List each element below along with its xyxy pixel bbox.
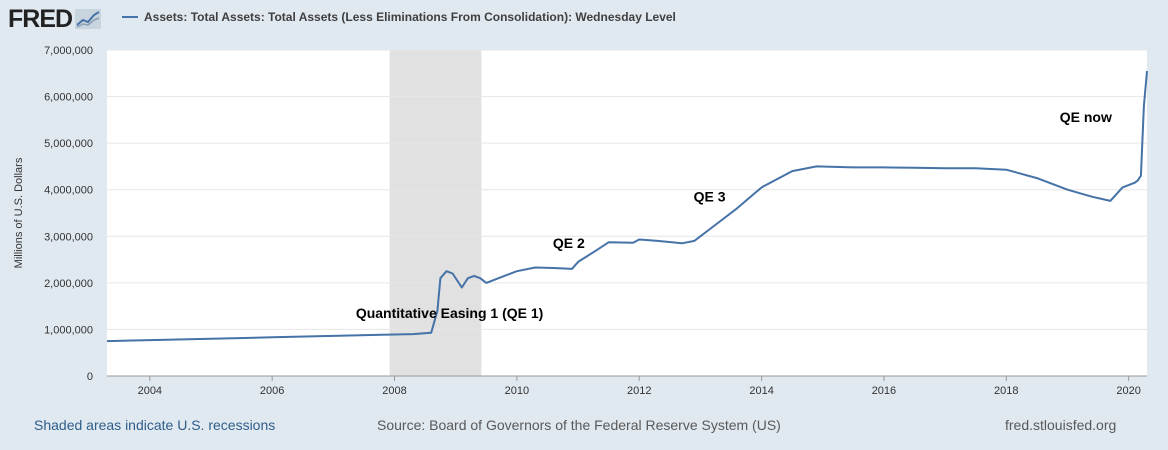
y-tick-label: 3,000,000 <box>44 231 93 243</box>
x-tick-label: 2012 <box>627 385 651 397</box>
x-tick-label: 2006 <box>260 385 284 397</box>
y-axis-ticks: 0 1,000,000 2,000,000 3,000,000 4,000,000 5,0… <box>44 45 93 383</box>
annotations: Quantitative Easing 1 (QE 1) QE 2 QE 3 QE n… <box>356 109 1112 321</box>
chart-footer: Shaded areas indicate U.S. recessions So… <box>0 415 1168 437</box>
x-tick-label: 2018 <box>994 385 1018 397</box>
x-tick-label: 2004 <box>138 385 162 397</box>
annotation-label: QE now <box>1060 109 1112 125</box>
y-tick-label: 2,000,000 <box>44 278 93 290</box>
y-tick-label: 1,000,000 <box>44 324 93 336</box>
x-tick-label: 2020 <box>1116 385 1140 397</box>
recession-shading <box>389 50 482 376</box>
annotation-label: QE 2 <box>553 235 585 251</box>
x-tick-label: 2010 <box>505 385 529 397</box>
series-line <box>106 70 1148 343</box>
chart-legend: Assets: Total Assets: Total Assets (Less… <box>122 10 676 24</box>
y-tick-label: 7,000,000 <box>44 45 93 57</box>
recession-note-link[interactable]: Shaded areas indicate U.S. recessions <box>34 417 276 433</box>
y-axis-label: Millions of U.S. Dollars <box>13 157 25 268</box>
y-tick-label: 5,000,000 <box>44 138 93 150</box>
plot-area <box>107 50 1147 376</box>
y-tick-label: 0 <box>87 371 93 383</box>
line-chart: 0 1,000,000 2,000,000 3,000,000 4,000,000 5,0… <box>13 45 1148 397</box>
annotation-label: QE 3 <box>694 188 726 204</box>
chart-graph-icon <box>75 9 102 29</box>
chart-header: FRED Assets: Total Assets: Total Assets … <box>0 0 1168 40</box>
legend-line-swatch <box>122 16 138 18</box>
y-tick-label: 6,000,000 <box>44 92 93 104</box>
annotation-label: Quantitative Easing 1 (QE 1) <box>356 305 544 321</box>
x-axis-ticks: 2004 2006 2008 2010 2012 2014 2016 2018 2020 <box>138 376 1141 397</box>
fred-logo-text: FRED <box>8 4 73 33</box>
fred-logo[interactable]: FRED <box>8 4 102 34</box>
x-tick-label: 2016 <box>872 385 896 397</box>
x-tick-label: 2014 <box>749 385 773 397</box>
series-layer <box>106 70 1148 343</box>
y-tick-label: 4,000,000 <box>44 185 93 197</box>
x-tick-label: 2008 <box>382 385 406 397</box>
site-url[interactable]: fred.stlouisfed.org <box>1005 417 1117 433</box>
gridlines <box>107 49 1147 377</box>
recession-band <box>389 50 482 376</box>
legend-series-label: Assets: Total Assets: Total Assets (Less… <box>144 10 676 24</box>
source-note: Source: Board of Governors of the Federa… <box>377 417 781 433</box>
